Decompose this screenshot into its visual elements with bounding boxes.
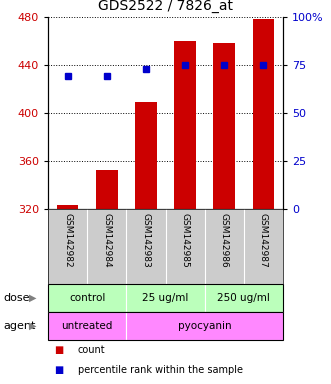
Text: untreated: untreated (62, 321, 113, 331)
Bar (174, 41, 196, 209)
Text: pyocyanin: pyocyanin (178, 321, 231, 331)
Bar (96, 170, 118, 209)
Text: ▶: ▶ (29, 321, 37, 331)
Text: ■: ■ (55, 345, 64, 355)
Text: GSM142986: GSM142986 (220, 213, 229, 267)
Text: GSM142984: GSM142984 (102, 213, 111, 267)
Bar (135, 102, 157, 209)
Text: percentile rank within the sample: percentile rank within the sample (78, 365, 243, 375)
Bar (126, 284, 205, 312)
Text: dose: dose (3, 293, 30, 303)
Bar (48, 284, 126, 312)
Text: GSM142985: GSM142985 (181, 213, 190, 267)
Text: ▶: ▶ (29, 293, 37, 303)
Text: ■: ■ (55, 365, 64, 375)
Bar (48, 312, 126, 340)
Bar (57, 205, 78, 209)
Bar (126, 312, 283, 340)
Text: agent: agent (3, 321, 36, 331)
Text: control: control (69, 293, 105, 303)
Text: GSM142987: GSM142987 (259, 213, 268, 267)
Text: 250 ug/ml: 250 ug/ml (217, 293, 270, 303)
Text: GDS2522 / 7826_at: GDS2522 / 7826_at (98, 0, 233, 13)
Text: count: count (78, 345, 105, 355)
Bar (253, 19, 274, 209)
Bar (213, 43, 235, 209)
Bar (205, 284, 283, 312)
Text: GSM142982: GSM142982 (63, 213, 72, 267)
Text: 25 ug/ml: 25 ug/ml (142, 293, 189, 303)
Text: GSM142983: GSM142983 (141, 213, 150, 267)
